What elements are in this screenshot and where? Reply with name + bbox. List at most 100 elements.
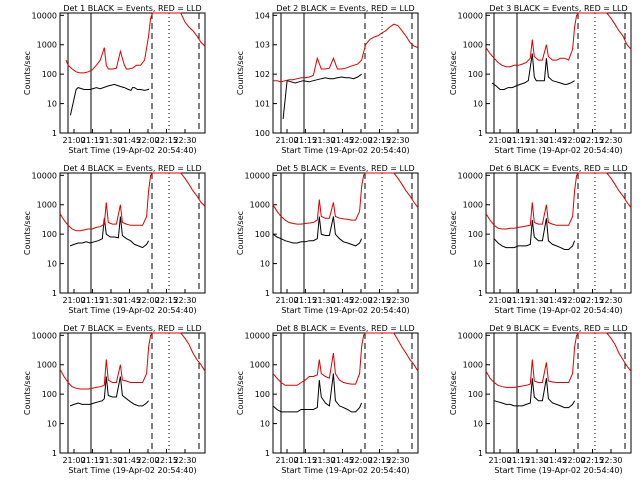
y-tick-label: 1: [478, 129, 483, 138]
y-tick-label: 1000: [463, 41, 483, 50]
panel-det-1: 1 10 100 1000 10000 21:0021:1521:3021:4522:00…: [23, 4, 206, 155]
plot-frame: [59, 332, 206, 454]
lld-series-line: [273, 23, 419, 83]
x-tick-label: 21:00: [275, 136, 298, 145]
x-tick-label: 21:30: [99, 456, 122, 465]
y-tick-label: 101: [255, 100, 270, 109]
x-axis-label: Start Time (19-Apr-02 20:54:40): [494, 306, 622, 315]
y-tick-label: 10000: [32, 171, 57, 180]
x-tick-label: 22:00: [136, 456, 159, 465]
lld-series-line: [59, 172, 206, 232]
x-tick-label: 22:00: [349, 136, 372, 145]
x-tick-label: 21:15: [294, 136, 317, 145]
x-tick-label: 22:30: [173, 136, 196, 145]
x-tick-label: 22:00: [136, 136, 159, 145]
x-tick-label: 21:00: [62, 456, 85, 465]
x-tick-label: 21:15: [81, 296, 104, 305]
y-tick-label: 10000: [458, 11, 483, 20]
lld-series-line: [485, 12, 632, 68]
panel-title: Det 7 BLACK = Events, RED = LLD: [63, 324, 201, 333]
plot-frame: [59, 12, 206, 134]
x-tick-label: 21:45: [544, 136, 567, 145]
x-tick-label: 22:15: [581, 136, 604, 145]
y-tick-label: 1: [52, 129, 57, 138]
y-tick-label: 100: [255, 390, 270, 399]
panel-title: Det 3 BLACK = Events, RED = LLD: [489, 4, 627, 13]
x-tick-label: 21:45: [331, 136, 354, 145]
y-tick-label: 100: [42, 390, 57, 399]
y-tick-label: 10: [260, 420, 270, 429]
x-tick-label: 22:15: [581, 296, 604, 305]
plot-frame: [485, 172, 632, 294]
x-tick-label: 21:30: [312, 136, 335, 145]
x-tick-label: 22:15: [368, 136, 391, 145]
panel-det-4: 1 10 100 1000 10000 21:0021:1521:3021:4522:00…: [23, 164, 206, 315]
x-tick-label: 22:15: [581, 456, 604, 465]
y-tick-label: 100: [42, 70, 57, 79]
x-axis-label: Start Time (19-Apr-02 20:54:40): [281, 466, 409, 475]
x-axis-label: Start Time (19-Apr-02 20:54:40): [68, 146, 196, 155]
y-axis-label: Counts/sec: [236, 211, 245, 255]
y-tick-label: 1: [478, 289, 483, 298]
y-tick-label: 10: [473, 420, 483, 429]
y-tick-label: 1000: [463, 361, 483, 370]
y-tick-label: 102: [255, 70, 270, 79]
y-tick-label: 1: [52, 289, 57, 298]
x-tick-label: 21:15: [507, 136, 530, 145]
events-series-line: [69, 376, 149, 407]
y-tick-label: 10000: [245, 171, 270, 180]
y-tick-label: 100: [468, 70, 483, 79]
events-series-line: [493, 218, 576, 250]
y-tick-label: 100: [42, 230, 57, 239]
x-tick-label: 22:30: [599, 296, 622, 305]
panel-det-8: 1 10 100 1000 10000 21:0021:1521:3021:4522:00…: [236, 324, 419, 475]
y-axis-label: Counts/sec: [449, 211, 458, 255]
y-tick-label: 10: [260, 260, 270, 269]
panel-title: Det 2 BLACK = Events, RED = LLD: [276, 4, 414, 13]
y-tick-label: 10: [47, 260, 57, 269]
x-tick-label: 22:00: [562, 136, 585, 145]
panel-det-6: 1 10 100 1000 10000 21:0021:1521:3021:4522:00…: [449, 164, 632, 315]
x-tick-label: 21:15: [81, 136, 104, 145]
events-series-line: [272, 216, 363, 247]
events-series-line: [493, 378, 576, 409]
x-tick-label: 21:45: [331, 456, 354, 465]
y-tick-label: 1000: [37, 41, 57, 50]
x-tick-label: 21:30: [525, 296, 548, 305]
lld-series-line: [485, 172, 632, 230]
y-tick-label: 10: [473, 100, 483, 109]
y-tick-label: 1: [265, 289, 270, 298]
x-tick-label: 21:45: [544, 456, 567, 465]
x-tick-label: 21:15: [81, 456, 104, 465]
x-tick-label: 21:30: [99, 136, 122, 145]
y-axis-label: Counts/sec: [236, 51, 245, 95]
y-axis-label: Counts/sec: [23, 371, 32, 415]
x-tick-label: 21:30: [525, 136, 548, 145]
panel-title: Det 9 BLACK = Events, RED = LLD: [489, 324, 627, 333]
x-tick-label: 21:00: [275, 456, 298, 465]
x-tick-label: 21:45: [118, 136, 141, 145]
x-tick-label: 21:30: [312, 296, 335, 305]
events-series-line: [282, 73, 362, 120]
x-tick-label: 22:30: [173, 296, 196, 305]
x-tick-label: 21:30: [525, 456, 548, 465]
x-tick-label: 21:15: [294, 456, 317, 465]
x-tick-label: 21:45: [118, 296, 141, 305]
x-tick-label: 22:30: [386, 136, 409, 145]
panel-det-3: 1 10 100 1000 10000 21:0021:1521:3021:4522:00…: [449, 4, 632, 155]
x-axis-label: Start Time (19-Apr-02 20:54:40): [68, 306, 196, 315]
y-tick-label: 1000: [463, 201, 483, 210]
plot-frame: [272, 332, 419, 454]
x-tick-label: 21:45: [118, 456, 141, 465]
x-tick-label: 22:15: [155, 456, 178, 465]
lld-series-line: [485, 332, 632, 388]
panel-title: Det 8 BLACK = Events, RED = LLD: [276, 324, 414, 333]
y-tick-label: 10000: [32, 11, 57, 20]
panel-det-5: 1 10 100 1000 10000 21:0021:1521:3021:4522:00…: [236, 164, 419, 315]
x-tick-label: 22:00: [562, 296, 585, 305]
y-tick-label: 1: [478, 449, 483, 458]
y-axis-label: Counts/sec: [23, 51, 32, 95]
x-tick-label: 21:15: [507, 296, 530, 305]
y-axis-label: Counts/sec: [23, 211, 32, 255]
